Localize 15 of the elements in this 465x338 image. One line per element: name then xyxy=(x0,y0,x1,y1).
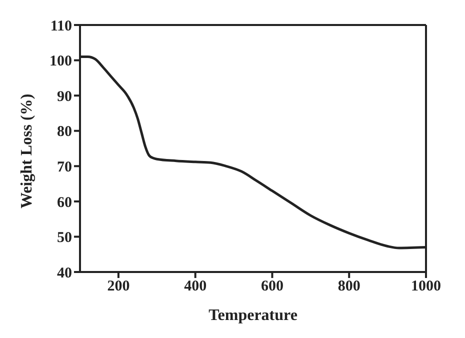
x-tick-label: 200 xyxy=(107,278,130,295)
y-tick-label: 100 xyxy=(50,54,72,70)
y-tick-label: 50 xyxy=(57,230,72,246)
x-tick-label: 1000 xyxy=(411,278,441,295)
x-tick-label: 600 xyxy=(260,278,284,295)
y-tick-label: 90 xyxy=(57,88,72,105)
y-tick-label: 40 xyxy=(57,265,72,282)
y-tick-label: 70 xyxy=(57,159,72,176)
y-tick-label: 60 xyxy=(57,194,72,211)
y-axis-title: Weight Loss (%) xyxy=(18,94,36,208)
y-tick-label: 80 xyxy=(57,124,72,140)
x-tick-label: 800 xyxy=(338,278,360,295)
y-tick-label: 110 xyxy=(50,18,72,34)
x-tick-label: 400 xyxy=(184,278,207,295)
x-axis-title: Temperature xyxy=(208,307,298,324)
